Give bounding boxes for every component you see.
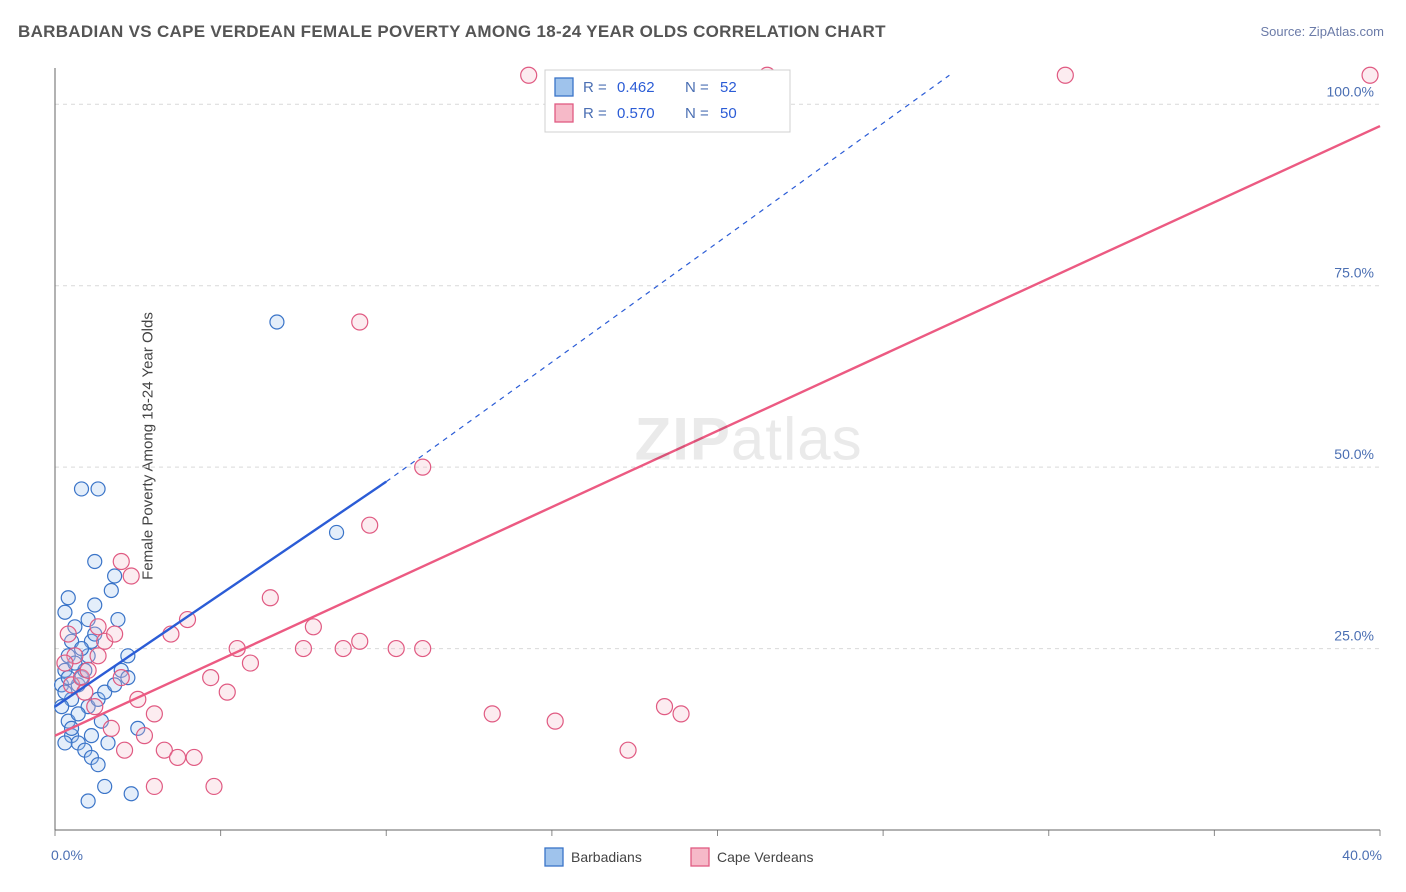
chart-container: BARBADIAN VS CAPE VERDEAN FEMALE POVERTY… [0, 0, 1406, 892]
svg-text:40.0%: 40.0% [1342, 847, 1382, 863]
data-point [146, 706, 162, 722]
data-point [1362, 67, 1378, 83]
data-point [262, 590, 278, 606]
svg-text:0.570: 0.570 [617, 105, 655, 122]
data-point [91, 482, 105, 496]
svg-text:N =: N = [685, 79, 709, 96]
data-point [88, 598, 102, 612]
data-point [111, 613, 125, 627]
data-point [270, 315, 284, 329]
data-point [673, 706, 689, 722]
data-point [101, 736, 115, 750]
data-point [87, 699, 103, 715]
data-point [58, 736, 72, 750]
data-point [620, 742, 636, 758]
svg-text:50: 50 [720, 105, 737, 122]
svg-text:0.0%: 0.0% [51, 847, 83, 863]
data-point [352, 633, 368, 649]
legend-swatch [545, 848, 563, 866]
svg-text:100.0%: 100.0% [1327, 83, 1374, 99]
svg-text:R =: R = [583, 105, 607, 122]
data-point [124, 787, 138, 801]
data-point [104, 584, 118, 598]
data-point [206, 778, 222, 794]
data-point [242, 655, 258, 671]
data-point [415, 459, 431, 475]
data-point [388, 641, 404, 657]
svg-text:N =: N = [685, 105, 709, 122]
svg-text:52: 52 [720, 79, 737, 96]
legend-label: Barbadians [571, 849, 642, 865]
data-point [146, 778, 162, 794]
legend-label: Cape Verdeans [717, 849, 814, 865]
data-point [81, 794, 95, 808]
data-point [352, 314, 368, 330]
svg-text:50.0%: 50.0% [1334, 446, 1374, 462]
data-point [57, 655, 73, 671]
data-point [71, 707, 85, 721]
data-point [103, 720, 119, 736]
data-point [305, 619, 321, 635]
data-point [113, 553, 129, 569]
data-point [91, 758, 105, 772]
data-point [88, 554, 102, 568]
data-point [547, 713, 563, 729]
data-point [107, 626, 123, 642]
data-point [90, 619, 106, 635]
data-point [113, 670, 129, 686]
data-point [170, 749, 186, 765]
svg-text:0.462: 0.462 [617, 79, 655, 96]
data-point [203, 670, 219, 686]
legend-swatch [691, 848, 709, 866]
svg-text:R =: R = [583, 79, 607, 96]
data-point [75, 482, 89, 496]
data-point [330, 525, 344, 539]
data-point [98, 779, 112, 793]
data-point [295, 641, 311, 657]
svg-text:75.0%: 75.0% [1334, 265, 1374, 281]
data-point [136, 728, 152, 744]
data-point [521, 67, 537, 83]
data-point [415, 641, 431, 657]
data-point [84, 729, 98, 743]
data-point [123, 568, 139, 584]
scatter-chart: 25.0% 50.0% 75.0% 100.0% 0.0% 40.0% R = 0.462 N … [0, 0, 1406, 892]
data-point [219, 684, 235, 700]
data-point [61, 591, 75, 605]
data-point [108, 569, 122, 583]
data-point [484, 706, 500, 722]
data-point [60, 626, 76, 642]
trend-line [55, 126, 1380, 736]
data-point [80, 662, 96, 678]
legend-swatch [555, 104, 573, 122]
svg-text:25.0%: 25.0% [1334, 628, 1374, 644]
data-point [90, 648, 106, 664]
trend-line-extrapolated [386, 75, 949, 481]
data-point [58, 605, 72, 619]
data-point [362, 517, 378, 533]
data-point [1057, 67, 1073, 83]
legend-correlation [545, 70, 790, 132]
data-point [117, 742, 133, 758]
data-point [335, 641, 351, 657]
data-point [186, 749, 202, 765]
data-point [657, 699, 673, 715]
legend-swatch [555, 78, 573, 96]
